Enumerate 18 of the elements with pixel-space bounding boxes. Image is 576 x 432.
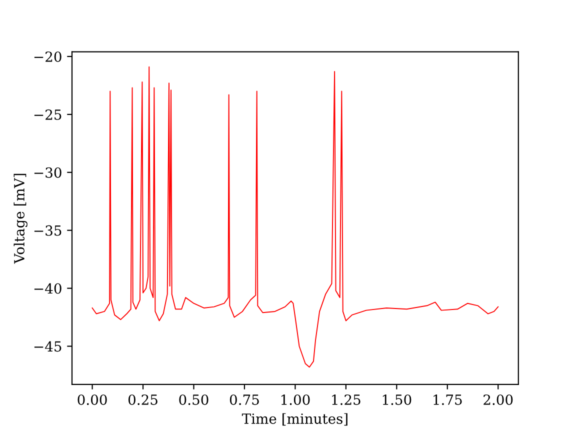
y-axis-title: Voltage [mV] (14, 174, 28, 264)
x-tick-label: 1.00 (281, 394, 310, 405)
line-series (92, 66, 499, 368)
y-tick-label: −45 (34, 341, 62, 352)
x-axis-title: Time [minutes] (242, 413, 348, 426)
y-tick-label: −20 (34, 51, 62, 62)
y-tick-label: −40 (34, 283, 62, 294)
x-tick-label: 0.00 (78, 394, 107, 405)
x-tick-label: 0.50 (179, 394, 208, 405)
x-tick-label: 1.75 (434, 394, 462, 405)
x-tick-label: 1.25 (332, 394, 360, 405)
y-tick-label: −30 (34, 167, 62, 178)
x-tick-label: 0.25 (128, 394, 158, 405)
x-tick-label: 1.50 (382, 394, 412, 405)
y-tick-label: −35 (34, 225, 62, 236)
x-tick-label: 0.75 (230, 394, 259, 405)
x-tick-label: 2.00 (484, 394, 513, 405)
y-tick-label: −25 (34, 109, 62, 120)
